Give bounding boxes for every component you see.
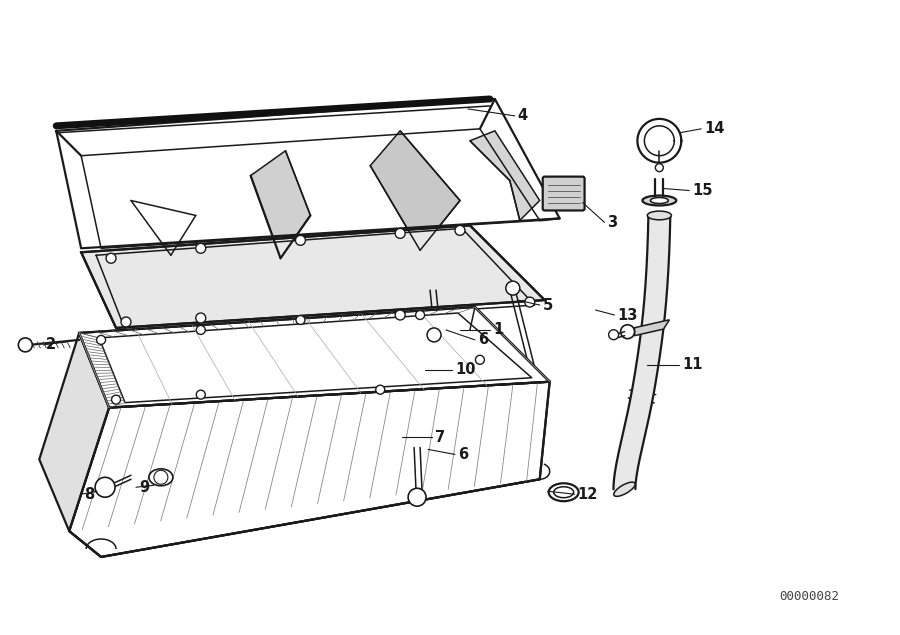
Circle shape — [621, 324, 634, 338]
Text: 13: 13 — [617, 307, 638, 323]
Circle shape — [196, 326, 205, 335]
Text: 4: 4 — [518, 109, 528, 123]
Text: 6: 6 — [458, 447, 468, 462]
Circle shape — [428, 328, 441, 342]
Circle shape — [375, 385, 384, 394]
Text: 2: 2 — [46, 337, 57, 352]
Polygon shape — [40, 333, 109, 531]
Circle shape — [121, 317, 131, 327]
Polygon shape — [614, 215, 670, 490]
Polygon shape — [370, 131, 460, 250]
Ellipse shape — [148, 469, 173, 486]
Text: 11: 11 — [682, 358, 703, 372]
Polygon shape — [250, 150, 310, 258]
Text: 9: 9 — [139, 480, 149, 495]
Text: 6: 6 — [478, 332, 488, 347]
Circle shape — [154, 471, 168, 485]
Ellipse shape — [549, 483, 579, 501]
Ellipse shape — [554, 487, 573, 498]
Circle shape — [196, 313, 206, 323]
Polygon shape — [470, 131, 540, 220]
Ellipse shape — [647, 211, 671, 220]
Circle shape — [475, 356, 484, 364]
Circle shape — [395, 229, 405, 238]
Circle shape — [96, 335, 105, 344]
Circle shape — [506, 281, 520, 295]
Circle shape — [608, 330, 618, 340]
Circle shape — [455, 225, 465, 236]
Text: 8: 8 — [84, 486, 94, 502]
Circle shape — [106, 253, 116, 264]
Circle shape — [196, 243, 206, 253]
Circle shape — [95, 478, 115, 497]
Ellipse shape — [651, 197, 669, 203]
Polygon shape — [69, 382, 550, 557]
Text: 1: 1 — [493, 323, 503, 337]
Text: 15: 15 — [692, 183, 713, 198]
Text: 7: 7 — [435, 430, 446, 445]
Ellipse shape — [643, 196, 676, 206]
Circle shape — [296, 316, 305, 324]
Text: 10: 10 — [455, 363, 475, 377]
Circle shape — [295, 236, 305, 245]
Ellipse shape — [614, 482, 635, 497]
Text: 5: 5 — [543, 298, 553, 312]
Circle shape — [416, 311, 425, 319]
Circle shape — [408, 488, 426, 506]
FancyBboxPatch shape — [543, 177, 585, 210]
Text: 3: 3 — [608, 215, 617, 230]
Circle shape — [525, 297, 535, 307]
Circle shape — [112, 395, 121, 404]
Circle shape — [395, 310, 405, 320]
Text: 00000082: 00000082 — [778, 591, 839, 603]
Circle shape — [655, 164, 663, 171]
Polygon shape — [79, 307, 550, 408]
Polygon shape — [81, 225, 544, 328]
Text: 12: 12 — [578, 486, 598, 502]
Circle shape — [196, 390, 205, 399]
Polygon shape — [634, 320, 670, 336]
Circle shape — [18, 338, 32, 352]
Text: 14: 14 — [704, 121, 725, 137]
